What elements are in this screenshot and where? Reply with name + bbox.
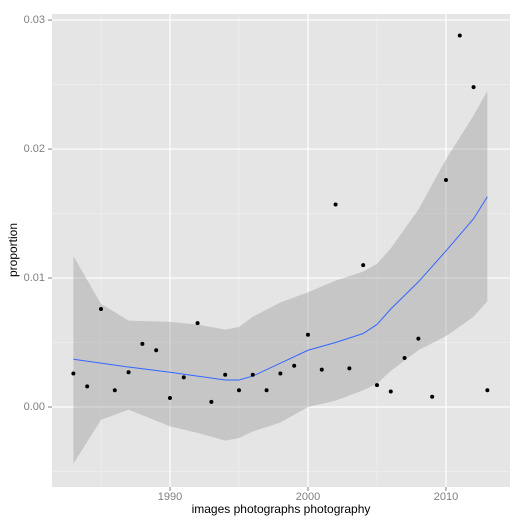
y-tick-label: 0.02 bbox=[24, 143, 45, 155]
point bbox=[85, 384, 90, 389]
point bbox=[305, 332, 310, 337]
point bbox=[181, 375, 186, 380]
point bbox=[402, 356, 407, 361]
point bbox=[388, 389, 393, 394]
y-tick-label: 0.03 bbox=[24, 14, 45, 26]
point bbox=[416, 336, 421, 341]
point bbox=[71, 371, 76, 376]
smooth-line bbox=[73, 196, 488, 381]
point bbox=[250, 372, 255, 377]
point bbox=[167, 395, 172, 400]
point bbox=[98, 306, 103, 311]
point bbox=[264, 388, 269, 393]
x-tick-label: 2000 bbox=[296, 491, 320, 503]
point bbox=[126, 370, 131, 375]
point bbox=[236, 388, 241, 393]
x-tick-label: 2010 bbox=[434, 491, 458, 503]
point bbox=[319, 367, 324, 372]
point bbox=[292, 363, 297, 368]
point bbox=[278, 371, 283, 376]
y-tick-label: 0.01 bbox=[24, 272, 45, 284]
point bbox=[430, 394, 435, 399]
panel bbox=[52, 14, 510, 487]
x-axis-title: images photographs photography bbox=[192, 502, 371, 516]
point bbox=[443, 178, 448, 183]
point bbox=[374, 383, 379, 388]
point bbox=[209, 399, 214, 404]
point bbox=[333, 202, 338, 207]
point bbox=[112, 388, 117, 393]
point bbox=[195, 321, 200, 326]
point bbox=[485, 388, 490, 393]
point bbox=[154, 348, 159, 353]
marks bbox=[71, 33, 490, 464]
minor-grid bbox=[52, 14, 510, 487]
point bbox=[471, 85, 476, 90]
y-axis-title: proportion bbox=[6, 223, 20, 277]
point bbox=[361, 263, 366, 268]
point bbox=[457, 33, 462, 38]
point bbox=[140, 341, 145, 346]
point bbox=[347, 366, 352, 371]
x-tick-label: 1990 bbox=[158, 491, 182, 503]
y-tick-label: 0.00 bbox=[24, 401, 45, 413]
confidence-band bbox=[73, 91, 488, 464]
point bbox=[223, 372, 228, 377]
